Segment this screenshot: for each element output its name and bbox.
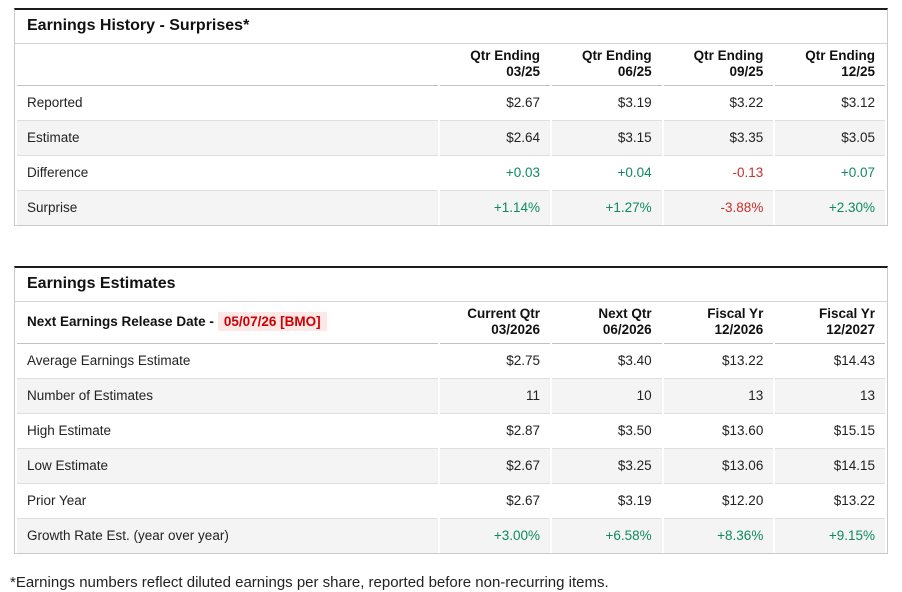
release-date-label: Next Earnings Release Date - [27, 314, 214, 329]
earnings-estimates-header-row: Next Earnings Release Date -05/07/26 [BM… [17, 302, 885, 344]
row-label: Number of Estimates [17, 379, 439, 414]
cell-value-positive: +9.15% [775, 519, 885, 553]
cell-value: $3.25 [552, 449, 662, 484]
column-header-qtr-0325: Qtr Ending 03/25 [440, 44, 551, 86]
table-row-number-of-estimates: Number of Estimates 11 10 13 13 [17, 379, 885, 414]
column-header-line1: Qtr Ending [470, 48, 541, 63]
cell-value: 11 [440, 379, 551, 414]
column-header-qtr-0925: Qtr Ending 09/25 [663, 44, 774, 86]
column-header-next-qtr: Next Qtr 06/2026 [552, 302, 662, 344]
cell-value: $3.15 [552, 121, 662, 156]
column-header-qtr-1225: Qtr Ending 12/25 [775, 44, 885, 86]
cell-value-positive: +0.03 [440, 156, 551, 191]
cell-value: 13 [663, 379, 774, 414]
row-label: Average Earnings Estimate [17, 344, 439, 379]
row-label: Difference [17, 156, 439, 191]
cell-value: $2.67 [440, 86, 551, 121]
column-header-line1: Qtr Ending [805, 48, 875, 63]
earnings-history-header-row: Qtr Ending 03/25 Qtr Ending 06/25 Qtr En… [17, 44, 885, 86]
column-header-qtr-0625: Qtr Ending 06/25 [552, 44, 662, 86]
column-header-line1: Qtr Ending [581, 48, 652, 63]
cell-value: $2.87 [440, 414, 551, 449]
earnings-estimates-panel: Earnings Estimates Next Earnings Release… [14, 266, 888, 554]
column-header-line2: 09/25 [729, 64, 764, 79]
column-header-fiscal-yr-2026: Fiscal Yr 12/2026 [663, 302, 774, 344]
table-row-low-estimate: Low Estimate $2.67 $3.25 $13.06 $14.15 [17, 449, 885, 484]
cell-value: $2.67 [440, 484, 551, 519]
cell-value: $3.50 [552, 414, 662, 449]
empty-header-cell [17, 44, 439, 86]
table-row-estimate: Estimate $2.64 $3.15 $3.35 $3.05 [17, 121, 885, 156]
earnings-history-table: Qtr Ending 03/25 Qtr Ending 06/25 Qtr En… [15, 44, 887, 225]
cell-value: 10 [552, 379, 662, 414]
cell-value: $15.15 [775, 414, 885, 449]
column-header-line2: 03/25 [506, 64, 541, 79]
earnings-footnote: *Earnings numbers reflect diluted earnin… [10, 574, 609, 591]
column-header-line2: 12/2026 [714, 322, 764, 337]
column-header-line2: 12/25 [841, 64, 875, 79]
next-earnings-release-date: Next Earnings Release Date -05/07/26 [BM… [17, 302, 439, 344]
column-header-fiscal-yr-2027: Fiscal Yr 12/2027 [775, 302, 885, 344]
table-row-prior-year: Prior Year $2.67 $3.19 $12.20 $13.22 [17, 484, 885, 519]
column-header-line2: 06/2026 [602, 322, 652, 337]
cell-value: $3.35 [663, 121, 774, 156]
cell-value-positive: +0.07 [775, 156, 885, 191]
cell-value: $3.12 [775, 86, 885, 121]
cell-value-positive: +0.04 [552, 156, 662, 191]
row-label: Reported [17, 86, 439, 121]
column-header-line2: 03/2026 [491, 322, 541, 337]
cell-value: 13 [775, 379, 885, 414]
row-label: Estimate [17, 121, 439, 156]
cell-value: $14.15 [775, 449, 885, 484]
cell-value-positive: +8.36% [663, 519, 774, 553]
earnings-estimates-table: Next Earnings Release Date -05/07/26 [BM… [15, 302, 887, 553]
cell-value: $2.64 [440, 121, 551, 156]
cell-value-positive: +6.58% [552, 519, 662, 553]
cell-value-positive: +1.27% [552, 191, 662, 225]
column-header-current-qtr: Current Qtr 03/2026 [440, 302, 551, 344]
column-header-line2: 06/25 [617, 64, 652, 79]
row-label: Prior Year [17, 484, 439, 519]
table-row-average-earnings-estimate: Average Earnings Estimate $2.75 $3.40 $1… [17, 344, 885, 379]
cell-value: $2.75 [440, 344, 551, 379]
cell-value: $13.22 [775, 484, 885, 519]
column-header-line1: Qtr Ending [693, 48, 764, 63]
table-row-reported: Reported $2.67 $3.19 $3.22 $3.12 [17, 86, 885, 121]
table-row-high-estimate: High Estimate $2.87 $3.50 $13.60 $15.15 [17, 414, 885, 449]
cell-value: $3.19 [552, 484, 662, 519]
cell-value: $3.19 [552, 86, 662, 121]
column-header-line1: Current Qtr [467, 306, 541, 321]
cell-value: $13.22 [663, 344, 774, 379]
cell-value: $3.05 [775, 121, 885, 156]
column-header-line1: Fiscal Yr [707, 306, 764, 321]
table-row-surprise: Surprise +1.14% +1.27% -3.88% +2.30% [17, 191, 885, 225]
cell-value: $3.22 [663, 86, 774, 121]
row-label: High Estimate [17, 414, 439, 449]
cell-value: $12.20 [663, 484, 774, 519]
cell-value-negative: -0.13 [663, 156, 774, 191]
earnings-history-title: Earnings History - Surprises* [15, 10, 887, 44]
cell-value: $13.60 [663, 414, 774, 449]
column-header-line2: 12/2027 [826, 322, 875, 337]
column-header-line1: Next Qtr [598, 306, 652, 321]
earnings-history-panel: Earnings History - Surprises* Qtr Ending… [14, 8, 888, 226]
column-header-line1: Fiscal Yr [818, 306, 875, 321]
earnings-estimates-title: Earnings Estimates [15, 268, 887, 302]
table-row-difference: Difference +0.03 +0.04 -0.13 +0.07 [17, 156, 885, 191]
table-row-growth-rate-est: Growth Rate Est. (year over year) +3.00%… [17, 519, 885, 553]
row-label: Surprise [17, 191, 439, 225]
row-label: Growth Rate Est. (year over year) [17, 519, 439, 553]
cell-value: $13.06 [663, 449, 774, 484]
row-label: Low Estimate [17, 449, 439, 484]
cell-value-negative: -3.88% [663, 191, 774, 225]
cell-value: $14.43 [775, 344, 885, 379]
cell-value: $2.67 [440, 449, 551, 484]
cell-value: $3.40 [552, 344, 662, 379]
release-date-value: 05/07/26 [BMO] [217, 312, 327, 331]
cell-value-positive: +1.14% [440, 191, 551, 225]
cell-value-positive: +2.30% [775, 191, 885, 225]
cell-value-positive: +3.00% [440, 519, 551, 553]
